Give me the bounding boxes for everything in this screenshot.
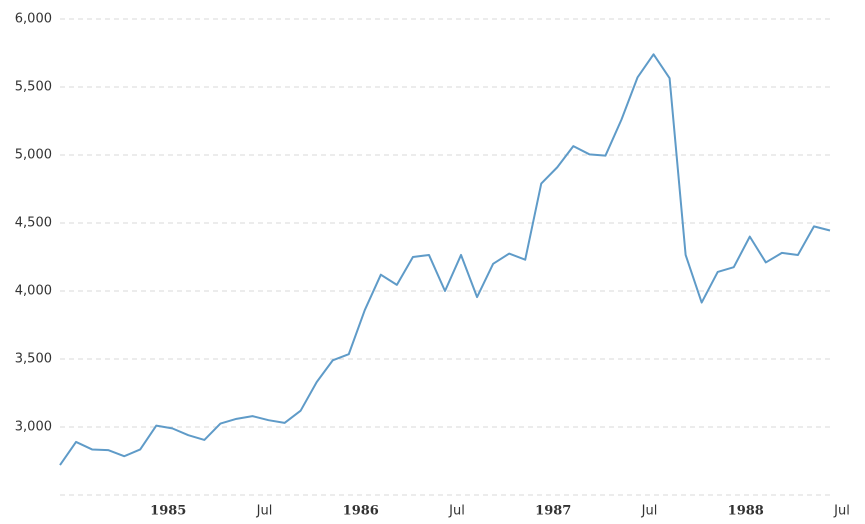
y-tick-label: 3,000	[15, 420, 52, 435]
x-tick-label: Jul	[833, 504, 850, 519]
line	[59, 53, 831, 466]
x-tick-label: 1987	[535, 504, 571, 519]
x-tick-label: Jul	[256, 504, 273, 519]
x-tick-label: 1986	[343, 504, 379, 519]
x-tick-label: 1988	[728, 504, 764, 519]
y-tick-label: 3,500	[15, 352, 52, 367]
x-tick-label: Jul	[641, 504, 658, 519]
y-tick-label: 4,500	[15, 216, 52, 231]
x-tick-label: 1985	[150, 504, 186, 519]
y-tick-label: 5,000	[15, 148, 52, 163]
x-tick-label: Jul	[448, 504, 465, 519]
y-tick-label: 4,000	[15, 284, 52, 299]
y-tick-label: 5,500	[15, 80, 52, 95]
y-tick-label: 6,000	[15, 12, 52, 27]
